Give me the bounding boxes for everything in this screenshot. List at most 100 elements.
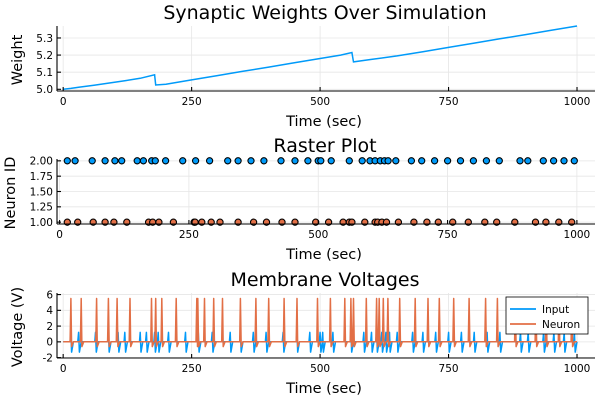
weights-ytick-label-2: 5.2 [36, 50, 53, 62]
raster-point-s0-40 [516, 157, 524, 165]
raster-point-s0-16 [247, 157, 255, 165]
raster-point-s0-36 [456, 157, 465, 165]
raster-point-s0-30 [384, 157, 392, 165]
raster-xtick-label-4: 1000 [564, 229, 591, 241]
raster-point-s0-4 [111, 157, 119, 165]
voltages-series-line-neuron [63, 297, 577, 348]
raster-xtick-label-1: 250 [179, 229, 199, 241]
voltages-ytick-label-0: -2 [43, 352, 53, 364]
weights-ytick-label-0: 5.0 [36, 84, 53, 96]
raster-point-s0-37 [469, 157, 478, 165]
voltages-ytick-label-3: 4 [46, 305, 53, 317]
weights-series [63, 25, 578, 91]
raster-xticks: 0 250 500 750 1000 [56, 220, 590, 241]
voltages-xtick-label-2: 500 [310, 363, 330, 375]
raster-ytick-label-1: 1.25 [30, 202, 53, 214]
raster-ytick-label-3: 1.75 [30, 171, 53, 183]
weights-xtick-label-3: 750 [439, 96, 459, 108]
raster-xtick-label-2: 500 [308, 229, 328, 241]
voltages-ytick-label-4: 6 [46, 289, 53, 301]
weights-xlabel: Time (sec) [285, 114, 362, 130]
raster-point-s0-18 [277, 157, 285, 165]
raster-ytick-label-4: 2.00 [30, 156, 53, 168]
voltages-axes [56, 293, 595, 359]
raster-point-s0-31 [392, 157, 400, 165]
raster-point-s0-25 [358, 157, 366, 165]
raster-point-s0-3 [101, 157, 109, 165]
raster-point-s0-20 [304, 157, 312, 165]
raster-point-s0-32 [407, 157, 416, 165]
raster-point-s0-7 [139, 157, 148, 165]
weights-ytick-label-1: 5.1 [36, 67, 53, 79]
raster-point-s0-19 [291, 157, 299, 165]
panel-weights: 0 250 500 750 1000 5.0 5.1 5.2 5.3 Synaptic Wei… [10, 2, 595, 130]
voltages-xtick-label-3: 750 [439, 363, 459, 375]
raster-point-s0-1 [71, 157, 79, 165]
raster-yticks: 1.00 1.25 1.50 1.75 2.00 [30, 156, 61, 229]
panel-raster: 0 250 500 750 1000 1.00 1.25 1.50 1.75 2.00 Rast… [3, 135, 595, 263]
voltages-ytick-label-1: 0 [46, 337, 53, 349]
legend-label-input: Input [542, 304, 569, 316]
raster-point-s0-38 [482, 157, 491, 165]
raster-point-s0-44 [560, 157, 568, 165]
raster-point-s0-17 [260, 157, 268, 165]
raster-point-s0-2 [88, 157, 96, 165]
raster-point-s0-13 [205, 157, 214, 165]
weights-xtick-label-2: 500 [310, 96, 330, 108]
weights-xticks: 0 250 500 750 1000 [60, 87, 591, 108]
voltages-xticks: 0 250 500 750 1000 [60, 354, 591, 375]
raster-point-s0-6 [133, 157, 141, 165]
voltages-xlabel: Time (sec) [285, 381, 362, 397]
voltages-title: Membrane Voltages [230, 269, 419, 291]
raster-title: Raster Plot [273, 135, 376, 157]
raster-point-s0-34 [430, 157, 439, 165]
raster-point-s0-23 [327, 157, 335, 165]
raster-point-s0-45 [570, 157, 578, 165]
weights-yticks: 5.0 5.1 5.2 5.3 [36, 33, 61, 96]
weights-axes [56, 26, 595, 92]
weights-series-line-0 [63, 25, 578, 91]
raster-point-s0-35 [443, 157, 452, 165]
raster-xlabel: Time (sec) [285, 247, 362, 263]
raster-point-s0-10 [161, 157, 170, 165]
weights-ytick-label-3: 5.3 [36, 33, 53, 45]
raster-point-s0-14 [224, 157, 232, 165]
weights-xtick-label-4: 1000 [564, 96, 591, 108]
raster-point-s0-33 [418, 157, 426, 165]
weights-title: Synaptic Weights Over Simulation [163, 2, 486, 24]
raster-point-s0-41 [524, 157, 532, 165]
raster-point-s0-12 [191, 157, 200, 165]
raster-point-s0-42 [539, 157, 547, 165]
raster-series [63, 157, 578, 226]
raster-point-s0-11 [179, 157, 187, 165]
raster-ytick-label-0: 1.00 [30, 217, 53, 229]
voltages-legend: Input Neuron [505, 296, 589, 335]
raster-point-s0-0 [63, 157, 71, 165]
raster-ylabel: Neuron ID [3, 157, 19, 230]
raster-xtick-label-0: 0 [56, 229, 63, 241]
raster-point-s0-39 [495, 157, 503, 165]
raster-point-s0-5 [118, 157, 126, 165]
voltages-xtick-label-1: 250 [182, 363, 202, 375]
legend-label-neuron: Neuron [542, 319, 580, 331]
raster-ytick-label-2: 1.50 [30, 186, 53, 198]
weights-xtick-label-0: 0 [60, 96, 67, 108]
voltages-ylabel: Voltage (V) [10, 287, 26, 367]
legend-box [505, 296, 589, 335]
raster-point-s0-22 [317, 157, 325, 165]
voltages-ytick-label-2: 2 [46, 321, 53, 333]
raster-point-s0-9 [151, 157, 159, 165]
raster-point-s0-43 [549, 157, 558, 165]
weights-ylabel: Weight [10, 34, 26, 85]
voltages-xtick-label-0: 0 [60, 363, 67, 375]
weights-xtick-label-1: 250 [182, 96, 202, 108]
raster-grid [57, 159, 595, 224]
voltages-series [63, 297, 578, 353]
raster-xtick-label-3: 750 [438, 229, 458, 241]
voltages-xtick-label-4: 1000 [564, 363, 591, 375]
raster-point-s0-24 [345, 157, 353, 165]
raster-point-s0-15 [234, 157, 242, 165]
voltages-yticks: -2 0 2 4 6 [43, 289, 61, 364]
